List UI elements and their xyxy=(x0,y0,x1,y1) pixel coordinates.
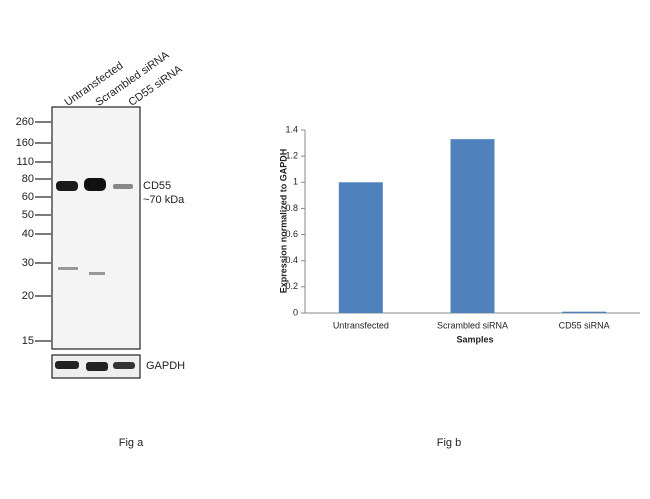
y-axis-label: Expression normalized to GAPDH xyxy=(278,149,288,294)
x-tick-label: Scrambled siRNA xyxy=(437,320,508,330)
band xyxy=(56,181,78,191)
marker-label: 20 xyxy=(22,290,34,302)
x-tick-label: CD55 siRNA xyxy=(559,320,610,330)
y-tick-label: 0.2 xyxy=(285,281,298,291)
bands xyxy=(55,178,135,371)
bar xyxy=(450,139,495,313)
marker-label: 160 xyxy=(16,137,34,149)
band-size: ~70 kDa xyxy=(143,194,185,206)
bar xyxy=(562,311,607,313)
marker-label: 30 xyxy=(22,257,34,269)
marker-label: 60 xyxy=(22,191,34,203)
marker-label: 15 xyxy=(22,335,34,347)
caption: Fig a xyxy=(119,437,144,449)
bar xyxy=(338,182,383,313)
caption: Fig b xyxy=(437,437,461,449)
x-axis-label: Samples xyxy=(456,334,493,344)
band-label: CD55 xyxy=(143,180,171,192)
marker-label: 260 xyxy=(16,116,34,128)
y-tick-label: 1.2 xyxy=(285,151,298,161)
y-tick-label: 1 xyxy=(293,177,298,187)
band xyxy=(84,178,106,191)
band xyxy=(113,184,133,189)
y-tick-label: 1.4 xyxy=(285,124,298,134)
y-tick-label: 0 xyxy=(293,307,298,317)
band xyxy=(55,361,79,369)
marker-label: 50 xyxy=(22,209,34,221)
band xyxy=(113,362,135,369)
y-tick-label: 0.8 xyxy=(285,203,298,213)
band xyxy=(58,267,78,270)
y-tick-label: 0.4 xyxy=(285,255,298,265)
band xyxy=(89,272,105,275)
y-tick-label: 0.6 xyxy=(285,229,298,239)
band xyxy=(86,362,108,371)
blot-membrane xyxy=(51,106,141,350)
marker-label: 80 xyxy=(22,173,34,185)
loading-control: GAPDH xyxy=(146,360,185,372)
x-tick-label: Untransfected xyxy=(333,320,389,330)
marker-label: 40 xyxy=(22,228,34,240)
marker-label: 110 xyxy=(16,156,34,168)
